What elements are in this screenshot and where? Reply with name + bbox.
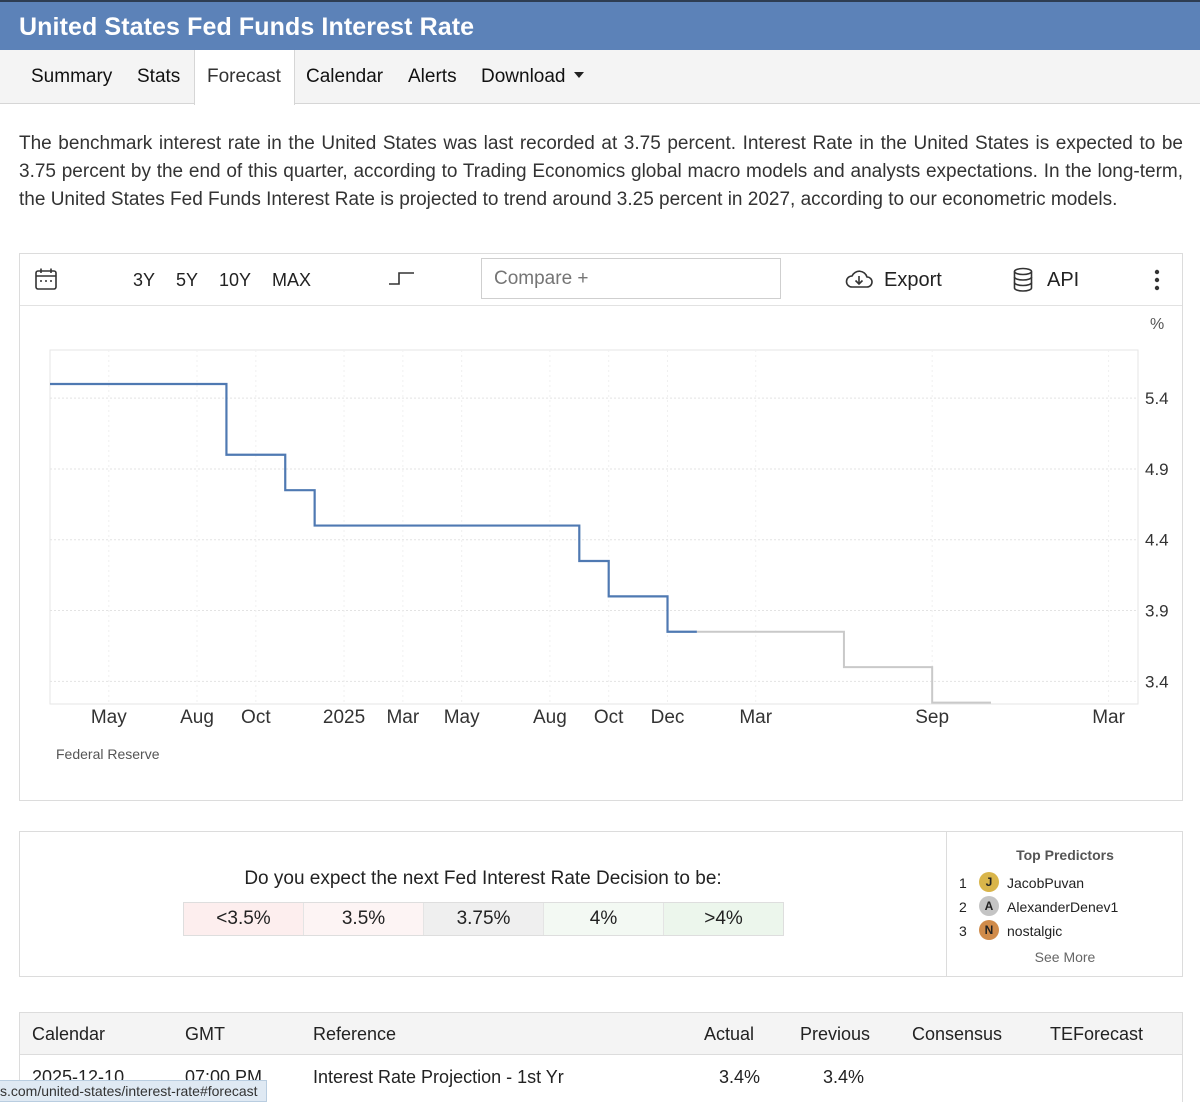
y-axis-unit: % — [1150, 316, 1164, 333]
compare-input[interactable] — [481, 258, 781, 299]
predictor-rank: 1 — [959, 875, 967, 891]
x-tick-label: Oct — [241, 707, 271, 728]
predictor-name[interactable]: AlexanderDenev1 — [1007, 899, 1119, 915]
description-text: The benchmark interest rate in the Unite… — [19, 133, 1183, 210]
header-calendar: Calendar — [32, 1024, 106, 1044]
chart-toolbar: 3Y 5Y 10Y MAX Export API — [20, 254, 1182, 306]
x-tick-label: 2025 — [323, 707, 365, 728]
range-max-button[interactable]: MAX — [272, 270, 312, 290]
tab-alerts[interactable]: Alerts — [408, 66, 457, 87]
y-tick-label: 3.9 — [1145, 602, 1169, 621]
chevron-down-icon — [573, 72, 584, 79]
predictor-row[interactable]: 2 A AlexanderDenev1 — [959, 896, 1179, 918]
tab-forecast[interactable]: Forecast — [194, 50, 295, 105]
y-tick-label: 5.4 — [1145, 389, 1169, 408]
x-tick-label: Aug — [533, 707, 567, 728]
top-predictors: Top Predictors 1 J JacobPuvan 2 A AlexanderDe… — [946, 832, 1182, 976]
header-reference: Reference — [313, 1024, 397, 1044]
row-previous: 3.4% — [823, 1067, 865, 1087]
header-consensus: Consensus — [912, 1024, 1003, 1044]
poll-option-button[interactable]: >4% — [664, 903, 783, 935]
tab-download[interactable]: Download — [481, 50, 584, 104]
tab-summary[interactable]: Summary — [31, 66, 113, 87]
tab-calendar[interactable]: Calendar — [306, 66, 384, 87]
plot-area — [49, 349, 1139, 705]
avatar: A — [979, 896, 999, 916]
predictor-name[interactable]: nostalgic — [1007, 923, 1063, 939]
cloud-download-icon[interactable] — [844, 268, 874, 295]
tab-stats[interactable]: Stats — [137, 66, 181, 87]
chart-source: Federal Reserve — [56, 746, 160, 762]
x-tick-label: Sep — [915, 707, 949, 728]
avatar: N — [979, 920, 999, 940]
step-chart-icon[interactable] — [388, 268, 416, 293]
predictor-name[interactable]: JacobPuvan — [1007, 875, 1085, 891]
chart-panel: 3Y 5Y 10Y MAX Export API — [19, 253, 1183, 801]
x-tick-label: Mar — [386, 707, 419, 728]
y-tick-label: 3.4 — [1145, 672, 1169, 691]
calendar-table: Calendar GMT Reference Actual Previous C… — [19, 1012, 1183, 1102]
poll-option-button[interactable]: 4% — [544, 903, 664, 935]
more-vertical-icon[interactable] — [1154, 269, 1160, 296]
poll-option-button[interactable]: <3.5% — [184, 903, 304, 935]
poll-option-button[interactable]: 3.75% — [424, 903, 544, 935]
table-row[interactable]: 2025-12-10 07:00 PM Interest Rate Projec… — [20, 1055, 1182, 1102]
range-5y-button[interactable]: 5Y — [176, 270, 199, 290]
poll-option-button[interactable]: 3.5% — [304, 903, 424, 935]
predictor-rank: 3 — [959, 923, 967, 939]
calendar-table-header: Calendar GMT Reference Actual Previous C… — [20, 1013, 1182, 1055]
poll-panel: Do you expect the next Fed Interest Rate… — [19, 831, 1183, 977]
header-actual: Actual — [704, 1024, 755, 1044]
actual-series-line — [50, 382, 697, 633]
predictor-row[interactable]: 1 J JacobPuvan — [959, 872, 1179, 894]
row-actual: 3.4% — [719, 1067, 761, 1087]
range-10y-button[interactable]: 10Y — [219, 270, 252, 290]
tab-bar: Summary Stats Forecast Calendar Alerts D… — [0, 50, 1200, 105]
top-predictors-title: Top Predictors — [1016, 847, 1114, 863]
status-url: s.com/united-states/interest-rate#foreca… — [0, 1080, 267, 1102]
range-3y-button[interactable]: 3Y — [133, 270, 156, 290]
avatar: J — [979, 872, 999, 892]
page-title: United States Fed Funds Interest Rate — [19, 13, 475, 41]
x-tick-label: May — [91, 707, 127, 728]
poll-question: Do you expect the next Fed Interest Rate… — [244, 868, 722, 889]
see-more-link[interactable]: See More — [1034, 949, 1096, 965]
y-tick-label: 4.4 — [1145, 531, 1169, 550]
header-gmt: GMT — [185, 1024, 225, 1044]
x-tick-label: Oct — [594, 707, 624, 728]
x-tick-label: May — [444, 707, 480, 728]
header-teforecast: TEForecast — [1050, 1024, 1144, 1044]
y-tick-label: 4.9 — [1145, 460, 1169, 479]
x-tick-label: Dec — [651, 707, 685, 728]
forecast-series-line — [696, 630, 991, 704]
row-reference[interactable]: Interest Rate Projection - 1st Yr — [313, 1067, 564, 1087]
predictor-rank: 2 — [959, 899, 967, 915]
tab-forecast-label: Forecast — [207, 66, 281, 87]
database-icon[interactable] — [1013, 267, 1033, 298]
tab-download-label: Download — [481, 66, 566, 87]
api-button[interactable]: API — [1047, 269, 1080, 291]
interest-rate-chart: 5.4 4.9 4.4 3.9 3.4% May Aug Oct 2025 Mar May Aug Oc… — [49, 316, 1169, 728]
header-previous: Previous — [800, 1024, 871, 1044]
poll-options: <3.5% 3.5% 3.75% 4% >4% — [183, 902, 784, 936]
calendar-icon[interactable] — [34, 267, 58, 296]
title-bar: United States Fed Funds Interest Rate — [0, 0, 1200, 50]
x-tick-label: Aug — [180, 707, 214, 728]
x-tick-label: Mar — [1092, 707, 1125, 728]
export-button[interactable]: Export — [884, 269, 942, 291]
x-tick-label: Mar — [739, 707, 772, 728]
